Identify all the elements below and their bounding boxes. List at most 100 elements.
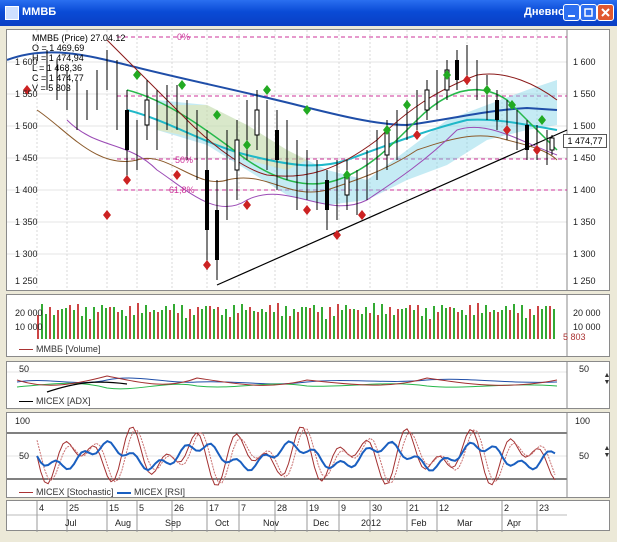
volume-bar xyxy=(233,305,235,339)
volume-axis-10000: 10 000 xyxy=(15,322,43,332)
osc-scroll-control[interactable]: ▲ ▼ xyxy=(603,445,610,473)
volume-bar xyxy=(93,307,95,339)
volume-bar xyxy=(509,310,511,339)
period-label[interactable]: Дневной xyxy=(524,6,572,18)
volume-bar xyxy=(409,305,411,339)
volume-bar xyxy=(417,305,419,339)
adx-scroll-up-icon[interactable]: ▲ xyxy=(603,372,610,379)
adx-scroll-control[interactable]: ▲ ▼ xyxy=(603,372,610,400)
volume-bar xyxy=(209,306,211,339)
date-tick-23: 23 xyxy=(539,503,550,513)
volume-bar xyxy=(65,308,67,339)
volume-right-20000: 20 000 xyxy=(573,308,601,318)
volume-bar xyxy=(429,319,431,339)
osc-scroll-down-icon[interactable]: ▼ xyxy=(603,452,610,459)
month-mar: Mar xyxy=(457,518,473,528)
volume-bar xyxy=(529,309,531,339)
volume-bar xyxy=(229,317,231,339)
volume-bar xyxy=(37,315,39,339)
volume-bar xyxy=(105,308,107,339)
date-tick-5: 5 xyxy=(139,503,145,513)
month-nov: Nov xyxy=(263,518,280,528)
ohlc-close: C = 1 474,77 xyxy=(32,73,84,83)
adx-scroll-down-icon[interactable]: ▼ xyxy=(603,379,610,386)
volume-bar xyxy=(109,307,111,339)
volume-bar xyxy=(317,312,319,339)
rsi-legend-swatch xyxy=(117,491,131,494)
volume-bar xyxy=(413,310,415,339)
volume-bar xyxy=(469,305,471,339)
ohlc-high: H = 1 474,94 xyxy=(32,53,84,63)
volume-bar xyxy=(177,313,179,339)
right-axis-1550: 1 550 xyxy=(573,89,596,99)
volume-bar xyxy=(73,310,75,339)
volume-bar xyxy=(237,313,239,339)
adx-pane[interactable]: 50 50 MICEX [ADX] ▲ ▼ xyxy=(6,361,610,409)
volume-bar xyxy=(337,304,339,339)
volume-bar xyxy=(161,310,163,339)
volume-bar xyxy=(293,309,295,339)
price-chart xyxy=(7,30,568,290)
maximize-button[interactable] xyxy=(580,4,597,21)
rsi-legend-label: MICEX [RSI] xyxy=(134,487,186,497)
volume-bar xyxy=(301,307,303,339)
volume-bar xyxy=(157,312,159,339)
right-axis-1350: 1 350 xyxy=(573,217,596,227)
volume-bar xyxy=(393,315,395,339)
adx-right-50: 50 xyxy=(579,364,590,374)
oscillator-pane[interactable]: 100 50 100 50 MICEX [Stochastic] MICEX [… xyxy=(6,412,610,498)
volume-bar xyxy=(197,307,199,339)
volume-bar xyxy=(289,316,291,339)
volume-bar xyxy=(517,313,519,339)
volume-bar xyxy=(257,312,259,339)
window-title: MMBБ xyxy=(22,6,57,18)
osc-scroll-up-icon[interactable]: ▲ xyxy=(603,445,610,452)
month-jul: Jul xyxy=(65,518,77,528)
volume-bar xyxy=(153,310,155,339)
last-price-badge: 1 474,77 xyxy=(563,134,607,148)
stochastic-legend-swatch xyxy=(19,492,33,494)
rsi-legend: MICEX [RSI] xyxy=(117,487,185,497)
close-button[interactable] xyxy=(597,4,614,21)
osc-right-50: 50 xyxy=(579,451,590,461)
price-pane[interactable]: 1 600 1 550 1 500 1 450 1 400 1 350 1 30… xyxy=(6,29,610,291)
volume-bar xyxy=(361,314,363,339)
volume-bar xyxy=(401,309,403,339)
left-axis-1550: 1 550 xyxy=(15,89,38,99)
ohlc-readout: ММВБ (Price) 27.04.12 O = 1 469,69 H = 1… xyxy=(32,33,125,93)
volume-bar xyxy=(221,315,223,339)
volume-pane[interactable]: 20 000 10 000 20 000 10 000 ММВБ [Volume… xyxy=(6,294,610,357)
date-tick-12: 12 xyxy=(439,503,450,513)
volume-bar xyxy=(481,313,483,339)
volume-bar xyxy=(441,305,443,339)
date-tick-4: 4 xyxy=(39,503,45,513)
volume-bar xyxy=(485,305,487,339)
volume-bar xyxy=(69,305,71,339)
volume-bar xyxy=(425,308,427,339)
volume-bar xyxy=(261,309,263,339)
minimize-button[interactable] xyxy=(563,4,580,21)
date-tick-7: 7 xyxy=(241,503,247,513)
stochastic-legend-label: MICEX [Stochastic] xyxy=(36,487,114,497)
volume-bar xyxy=(305,307,307,339)
volume-bar xyxy=(57,310,59,339)
volume-bar xyxy=(321,307,323,339)
volume-bar xyxy=(477,303,479,339)
volume-bar xyxy=(273,312,275,339)
volume-bar xyxy=(405,308,407,339)
volume-bar xyxy=(489,312,491,339)
date-tick-19: 19 xyxy=(309,503,320,513)
date-axis: 4 25 15 5 26 17 7 28 19 9 30 21 12 2 23 … xyxy=(6,500,610,532)
volume-bar xyxy=(249,307,251,339)
volume-bar xyxy=(165,306,167,339)
volume-bar xyxy=(357,310,359,339)
month-aug: Aug xyxy=(115,518,132,528)
volume-bar xyxy=(193,315,195,339)
right-axis-1250: 1 250 xyxy=(573,276,596,286)
fib-level-0: 0% xyxy=(177,32,191,42)
right-axis-1300: 1 300 xyxy=(573,249,596,259)
volume-bar xyxy=(545,306,547,339)
volume-bar xyxy=(553,309,555,339)
volume-bar xyxy=(297,312,299,339)
volume-bar xyxy=(385,314,387,339)
